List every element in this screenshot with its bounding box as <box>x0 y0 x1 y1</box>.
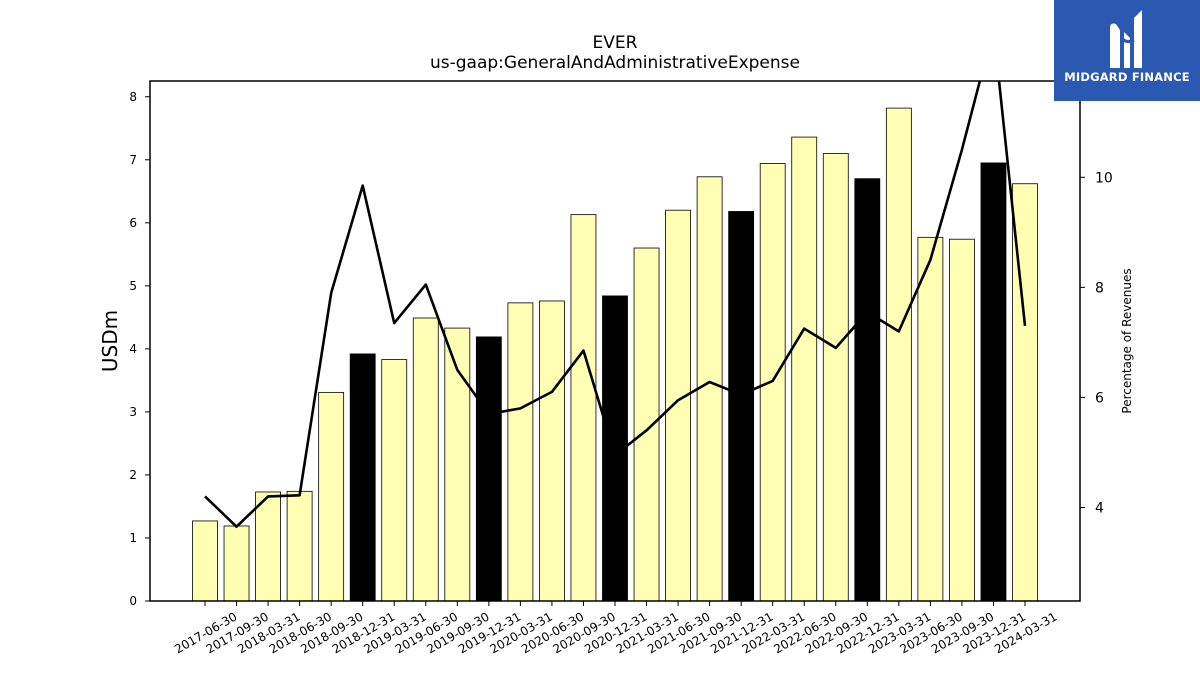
y-tick-label-1: 1 <box>129 531 137 545</box>
y-tick-label-6: 6 <box>129 216 137 230</box>
bar-2021-03-31 <box>633 247 660 602</box>
bar-2018-09-30 <box>318 391 345 602</box>
bar-2018-06-30 <box>286 490 313 602</box>
y-tick-label-4: 4 <box>129 342 137 356</box>
y-axis-label: USDm <box>98 310 122 372</box>
bar-2023-12-31 <box>980 162 1007 602</box>
bar-2020-06-30 <box>539 300 565 602</box>
bar-2023-09-30 <box>949 238 975 602</box>
bar-2022-06-30 <box>791 136 818 602</box>
y2-tick-label-10: 10 <box>1095 170 1113 186</box>
bar-2021-06-30 <box>665 209 691 602</box>
bar-2023-03-31 <box>885 107 912 602</box>
percentage-line <box>204 81 1027 529</box>
bar-2022-09-30 <box>822 153 849 602</box>
y-tick-label-8: 8 <box>129 90 137 104</box>
bar-2019-06-30 <box>412 317 439 602</box>
y-tick-label-5: 5 <box>129 279 137 293</box>
bar-2017-09-30 <box>223 525 250 602</box>
y2-tick-label-8: 8 <box>1095 280 1104 296</box>
bar-2020-09-30 <box>570 214 597 602</box>
bar-2020-03-31 <box>507 302 534 602</box>
midgard-logo-icon <box>1110 10 1142 68</box>
bar-2018-03-31 <box>255 491 281 602</box>
bar-2023-06-30 <box>917 236 944 602</box>
y-tick-label-2: 2 <box>129 468 137 482</box>
bar-2019-09-30 <box>444 327 471 602</box>
chart-subtitle: us-gaap:GeneralAndAdministrativeExpense <box>430 53 800 73</box>
bar-2017-06-30 <box>192 520 218 602</box>
line-layer <box>204 81 1027 529</box>
logo-text: MIDGARD FINANCE <box>1064 70 1190 84</box>
y2-tick-label-4: 4 <box>1095 500 1104 516</box>
bar-2019-03-31 <box>381 359 408 602</box>
bar-2021-12-31 <box>728 211 755 602</box>
bar-2022-12-31 <box>854 178 881 602</box>
y2-tick-label-6: 6 <box>1095 390 1104 406</box>
bar-2019-12-31 <box>475 336 502 602</box>
y-tick-label-3: 3 <box>129 405 137 419</box>
midgard-finance-logo: MIDGARD FINANCE <box>1054 0 1200 101</box>
bars-layer <box>192 107 1038 602</box>
bar-2018-12-31 <box>349 353 376 602</box>
y2-axis-label: Percentage of Revenues <box>1120 268 1134 413</box>
y-tick-label-0: 0 <box>129 594 137 608</box>
chart-title: EVER <box>593 33 638 53</box>
bar-2021-09-30 <box>696 176 723 602</box>
y-tick-label-7: 7 <box>129 153 137 167</box>
